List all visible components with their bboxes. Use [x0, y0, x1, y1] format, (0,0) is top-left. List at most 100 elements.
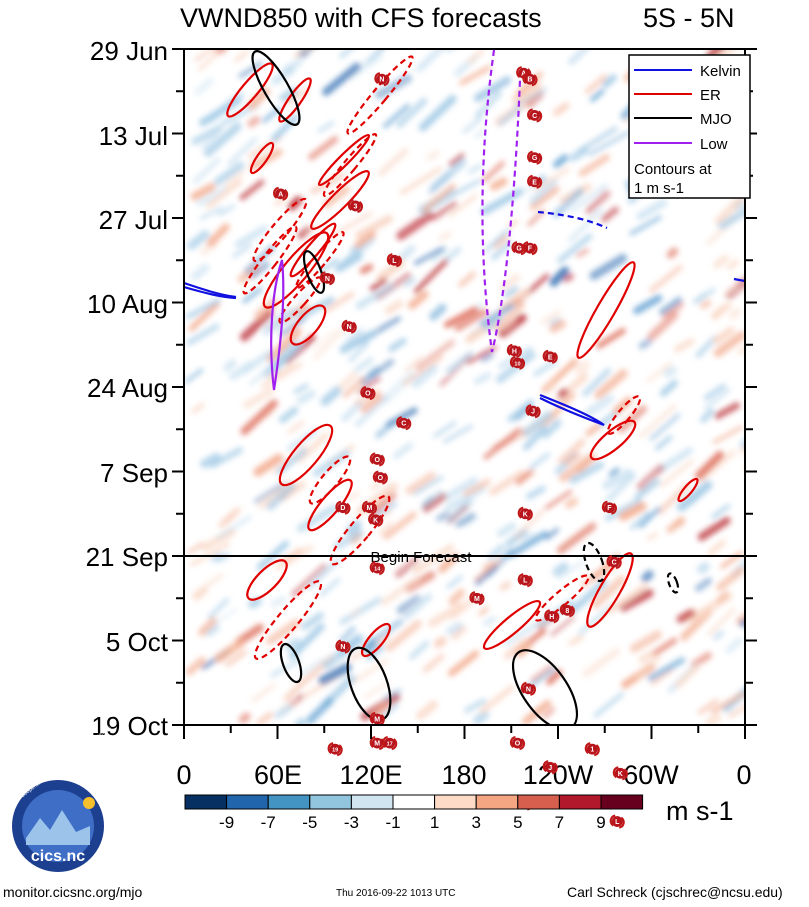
anomaly-patch: [340, 235, 376, 268]
anomaly-patch: [569, 461, 605, 484]
anomaly-patch: [187, 542, 205, 554]
anomaly-patch: [552, 187, 584, 218]
anomaly-patch: [522, 699, 552, 725]
logo-mountains: [26, 810, 90, 845]
anomaly-patch: [694, 450, 725, 480]
anomaly-patch: [578, 153, 610, 177]
anomaly-patch: [383, 688, 402, 702]
er-contour-dashed: [295, 231, 345, 289]
anomaly-patch: [508, 530, 549, 558]
anomaly-patch: [453, 179, 481, 196]
kelvin-contour-dashed: [537, 210, 608, 230]
x-tick-label: 60E: [253, 760, 303, 790]
anomaly-patch: [585, 189, 611, 215]
footer-url[interactable]: monitor.cicsnc.org/mjo: [3, 884, 143, 900]
anomaly-patch: [270, 658, 302, 678]
er-contour: [360, 622, 392, 658]
anomaly-patch: [191, 402, 205, 414]
er-contour-dashed: [308, 455, 352, 505]
anomaly-patch: [364, 680, 391, 699]
storm-label: D: [340, 505, 345, 512]
cics-logo: cics.nc Cooperative Institute for Climat…: [12, 725, 113, 872]
anomaly-patch: [710, 691, 745, 715]
anomaly-patch: [402, 355, 444, 386]
logo-text: cics.nc: [31, 848, 85, 865]
colorbar-swatch: [226, 794, 269, 810]
storm-marker: O: [369, 452, 385, 467]
anomaly-patch: [705, 713, 722, 725]
anomaly-patch: [262, 307, 293, 336]
anomaly-patch: [569, 146, 589, 162]
anomaly-patch: [568, 208, 603, 243]
storm-marker: A: [273, 186, 289, 201]
anomaly-patch: [711, 504, 731, 519]
anomaly-patch: [745, 683, 766, 702]
anomaly-patch: [639, 404, 677, 439]
anomaly-patch: [254, 482, 284, 504]
storm-marker: K: [368, 512, 384, 527]
colorbar-swatch: [600, 794, 644, 810]
anomaly-patch: [695, 335, 718, 359]
anomaly-patch: [354, 214, 393, 240]
x-tick-label: 60W: [623, 760, 679, 790]
colorbar-tick-label: -5: [302, 813, 317, 832]
anomaly-patch: [714, 402, 741, 420]
anomaly-patch: [638, 506, 661, 529]
kelvin-contour: [184, 281, 237, 299]
anomaly-patch: [557, 438, 586, 465]
anomaly-patch: [521, 531, 536, 541]
anomaly-patch: [445, 497, 474, 524]
anomaly-patch: [602, 468, 633, 490]
anomaly-patch: [239, 179, 265, 201]
y-tick-label: 27 Jul: [98, 205, 168, 235]
colorbar-tick-label: 5: [513, 813, 522, 832]
anomaly-patch: [482, 160, 505, 183]
storm-label: O: [515, 741, 521, 748]
anomaly-patch: [214, 607, 238, 625]
anomaly-patch: [567, 49, 591, 66]
anomaly-patch: [629, 215, 662, 236]
axis-ticks: [172, 48, 757, 739]
anomaly-patch: [542, 706, 555, 720]
anomaly-patch: [659, 379, 678, 397]
colorbar-swatch: [475, 794, 519, 810]
anomaly-patch: [652, 637, 678, 656]
anomaly-patch: [455, 512, 476, 528]
anomaly-patch: [443, 306, 479, 329]
anomaly-patch: [529, 178, 558, 205]
anomaly-patch: [412, 544, 455, 574]
anomaly-patch: [378, 521, 394, 536]
anomaly-patch: [194, 49, 230, 62]
anomaly-patch: [299, 296, 335, 319]
er-contour: [589, 419, 637, 461]
storm-label: F: [528, 246, 533, 253]
anomaly-patch: [359, 263, 374, 275]
anomaly-patch: [448, 193, 478, 217]
anomaly-patch: [503, 621, 541, 646]
anomaly-patch: [680, 608, 713, 641]
anomaly-patch: [568, 634, 584, 646]
anomaly-patch: [673, 337, 695, 353]
storm-label: A: [278, 191, 283, 198]
anomaly-patch: [658, 296, 683, 315]
anomaly-patch: [697, 698, 719, 715]
anomaly-patch: [349, 608, 361, 618]
anomaly-patch: [421, 183, 456, 213]
anomaly-patch: [287, 420, 305, 434]
anomaly-patch: [341, 400, 363, 422]
anomaly-patch: [253, 453, 284, 477]
y-tick-label: 13 Jul: [98, 121, 168, 151]
anomaly-patch: [258, 479, 292, 510]
anomaly-patch: [276, 363, 295, 377]
anomaly-patch: [484, 228, 510, 253]
er-contour-dashed: [534, 574, 590, 622]
storm-label: 17: [387, 742, 393, 748]
anomaly-patch: [430, 158, 467, 192]
anomaly-patch: [404, 570, 436, 593]
anomaly-patch: [473, 372, 492, 385]
anomaly-patch: [646, 361, 673, 383]
anomaly-patch: [199, 206, 223, 220]
low-contour-dashed: [481, 49, 522, 353]
anomaly-patch: [474, 76, 512, 102]
anomaly-patch: [275, 544, 314, 571]
